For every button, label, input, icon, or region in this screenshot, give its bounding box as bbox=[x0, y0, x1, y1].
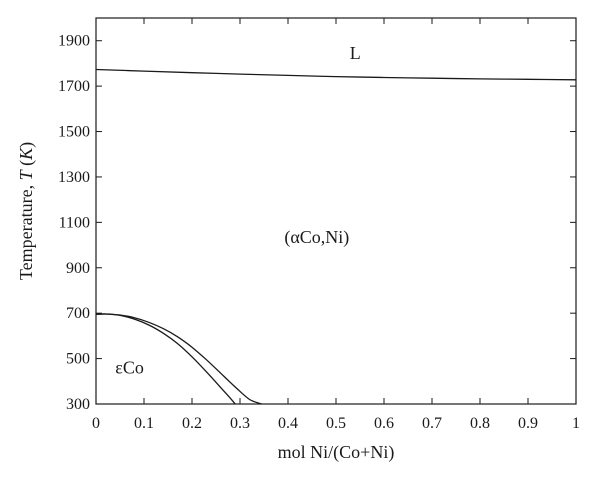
y-axis-label: Temperature, T (K) bbox=[16, 142, 37, 280]
y-tick-label: 1300 bbox=[58, 169, 90, 186]
alpha-region-label: (αCo,Ni) bbox=[284, 227, 349, 248]
x-tick-label: 0.3 bbox=[230, 415, 250, 432]
y-axis-label-open: ( bbox=[16, 160, 37, 171]
y-tick-label: 700 bbox=[66, 305, 90, 322]
y-tick-label: 1500 bbox=[58, 124, 90, 141]
y-tick-label: 900 bbox=[66, 260, 90, 277]
x-tick-label: 0.4 bbox=[278, 415, 298, 432]
epsilon-region-label: εCo bbox=[115, 357, 144, 377]
y-tick-label: 1900 bbox=[58, 33, 90, 50]
x-tick-label: 0.6 bbox=[374, 415, 394, 432]
x-tick-label: 0.8 bbox=[470, 415, 490, 432]
y-tick-label: 300 bbox=[66, 396, 90, 413]
plot-frame bbox=[95, 17, 577, 405]
x-axis-label: mol Ni/(Co+Ni) bbox=[278, 442, 395, 463]
phase-boundaries bbox=[95, 68, 577, 405]
y-axis-label-symbol: T bbox=[16, 168, 36, 180]
x-tick-label: 0.5 bbox=[326, 415, 346, 432]
alpha-epsilon-boundary-lower bbox=[95, 313, 236, 405]
liquid-region-label: L bbox=[350, 43, 361, 63]
y-axis-label-prefix: Temperature, bbox=[16, 180, 36, 280]
x-tick-label: 0.1 bbox=[134, 415, 154, 432]
y-tick-label: 500 bbox=[66, 351, 90, 368]
y-axis-label-unit: K bbox=[16, 147, 36, 161]
liquidus-line bbox=[95, 68, 577, 81]
x-tick-label: 0.7 bbox=[422, 415, 442, 432]
x-tick-label: 0.9 bbox=[518, 415, 538, 432]
y-tick-label: 1100 bbox=[59, 214, 90, 231]
x-tick-label: 0 bbox=[92, 415, 100, 432]
y-tick-label: 1700 bbox=[58, 78, 90, 95]
x-tick-label: 0.2 bbox=[182, 415, 202, 432]
y-axis: 300 500 700 900 1100 1300 1500 1700 1900 bbox=[58, 33, 576, 413]
x-axis: 0 0.1 0.2 0.3 0.4 0.5 0.6 0.7 0.8 0.9 1 bbox=[92, 18, 580, 432]
y-axis-label-close: ) bbox=[16, 142, 37, 148]
phase-region-labels: L (αCo,Ni) εCo bbox=[115, 43, 360, 377]
x-tick-label: 1 bbox=[572, 415, 580, 432]
